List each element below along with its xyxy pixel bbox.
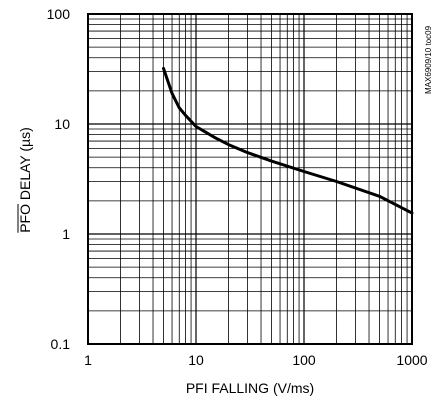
x-tick-label: 10: [188, 352, 204, 368]
series-lines: [162, 66, 414, 215]
y-tick-label: 0.1: [51, 336, 71, 352]
y-axis-title-overlined: PFO: [17, 204, 33, 233]
series-line: [162, 66, 414, 215]
y-axis-title-rest: DELAY (µs): [17, 127, 33, 204]
grid-lines: [88, 14, 412, 344]
x-tick-label: 1000: [396, 352, 427, 368]
y-tick-label: 100: [47, 6, 71, 22]
x-axis-title: PFI FALLING (V/ms): [186, 380, 314, 396]
x-tick-label: 100: [292, 352, 316, 368]
y-axis-title: PFO DELAY (µs): [17, 127, 33, 233]
svg-text:PFO DELAY (µs): PFO DELAY (µs): [17, 127, 33, 233]
figure-id-note: MAX6909/10 toc09: [424, 25, 433, 94]
x-tick-label: 1: [84, 352, 92, 368]
y-tick-label: 1: [62, 226, 70, 242]
plot-frame: [87, 13, 413, 345]
y-tick-label: 10: [54, 116, 70, 132]
